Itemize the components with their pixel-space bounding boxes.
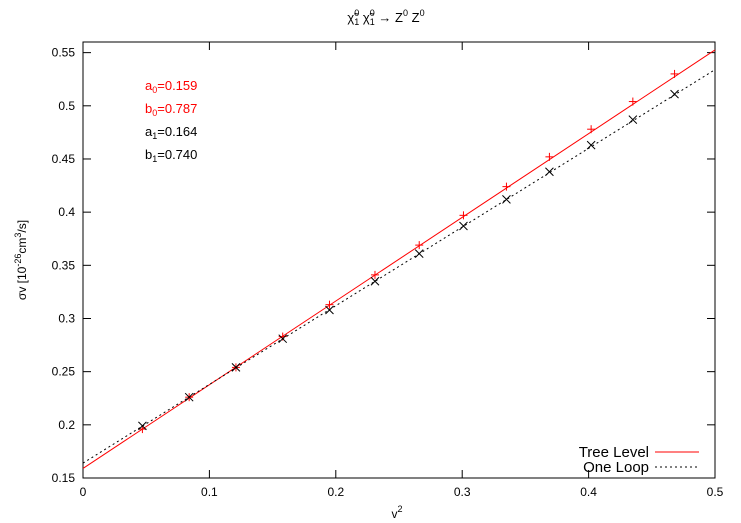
x-tick-label: 0.3 <box>454 485 471 499</box>
marker-stroke <box>325 305 334 315</box>
series-0-point <box>628 97 637 106</box>
y-tick-label: 0.4 <box>58 205 75 219</box>
fit-parameter-2: a1=0.164 <box>145 124 197 141</box>
series-0-point <box>325 300 334 309</box>
marker-stroke <box>138 421 147 431</box>
legend-label-1: One Loop <box>583 459 649 476</box>
title-particle-1: χ̃ <box>347 10 359 25</box>
x-tick-label: 0.1 <box>201 485 218 499</box>
y-tick-label: 0.3 <box>58 311 75 325</box>
marker-stroke <box>502 195 511 204</box>
marker-stroke <box>459 221 468 231</box>
series-1-point <box>670 89 679 99</box>
series-1-point <box>586 140 596 150</box>
x-axis-label: v2 <box>391 504 402 521</box>
marker-stroke <box>545 167 554 177</box>
y-axis-label: σv [10-26cm3/s] <box>13 220 29 300</box>
title-arrow: → <box>378 10 391 25</box>
title-product-1-sup: 0 <box>403 8 408 18</box>
series-1-point <box>138 421 147 431</box>
series-1-point <box>502 195 511 204</box>
series-0-point <box>545 152 554 161</box>
title-product-2-sup: 0 <box>420 8 425 18</box>
series-0-point <box>370 270 379 279</box>
y-tick-label: 0.45 <box>52 152 76 166</box>
marker-stroke <box>414 249 424 258</box>
series-1-point <box>414 249 424 258</box>
y-tick-label: 0.25 <box>52 365 76 379</box>
title-product-2: Z <box>412 10 420 25</box>
legend-label-0: Tree Level <box>579 444 649 461</box>
marker-stroke <box>231 363 241 372</box>
marker-stroke <box>586 140 596 150</box>
title-product-1: Z <box>395 10 403 25</box>
title-particle-2: χ̃ <box>363 10 375 25</box>
series-1-point <box>231 363 241 372</box>
y-tick-label: 0.15 <box>52 471 76 485</box>
y-tick-label: 0.55 <box>52 46 76 60</box>
title-particle-1-sup: 0 <box>354 8 359 18</box>
series-1-point <box>545 167 554 177</box>
series-1-point <box>459 221 468 231</box>
series-1-point <box>370 276 380 286</box>
marker-stroke <box>370 276 380 286</box>
series-0-point <box>502 182 511 191</box>
fit-parameter-0: a0=0.159 <box>145 78 197 95</box>
y-tick-label: 0.5 <box>58 99 75 113</box>
title-particle-2-sup: 0 <box>370 8 375 18</box>
fit-parameter-1: b0=0.787 <box>145 101 197 118</box>
marker-stroke <box>278 334 288 344</box>
fit-parameters: a0=0.159 b0=0.787 a1=0.164 b1=0.740 <box>145 78 197 164</box>
series-0-point <box>459 211 468 220</box>
marker-stroke <box>628 115 638 124</box>
x-tick-label: 0.4 <box>580 485 597 499</box>
series-1-point <box>278 334 288 344</box>
fit-parameter-3: b1=0.740 <box>145 147 197 164</box>
y-tick-label: 0.35 <box>52 258 76 272</box>
title-particle-2-sub: 1 <box>370 17 375 27</box>
x-axis: 0 0.1 0.2 0.3 0.4 0.5 <box>80 42 724 499</box>
marker-stroke <box>670 89 679 99</box>
x-tick-label: 0 <box>80 485 87 499</box>
plot-frame <box>82 41 716 479</box>
series-1-point <box>628 115 638 124</box>
x-tick-label: 0.2 <box>327 485 344 499</box>
series-0-point <box>415 241 424 250</box>
series-0-point <box>587 125 596 134</box>
series-0-point <box>670 69 679 78</box>
series-1-point <box>325 305 334 315</box>
marker-stroke <box>184 392 194 402</box>
series-1-point <box>184 392 194 402</box>
series-1-fit-line <box>82 69 716 464</box>
y-axis: 0.15 0.2 0.25 0.3 0.35 0.4 0.45 0.5 0.55 <box>52 46 715 485</box>
chart-title: χ̃10 χ̃10 → Z0 Z0 <box>347 8 424 27</box>
x-tick-label: 0.5 <box>707 485 724 499</box>
series-layer <box>82 49 716 469</box>
y-tick-label: 0.2 <box>58 418 75 432</box>
title-particle-1-sub: 1 <box>354 17 359 27</box>
